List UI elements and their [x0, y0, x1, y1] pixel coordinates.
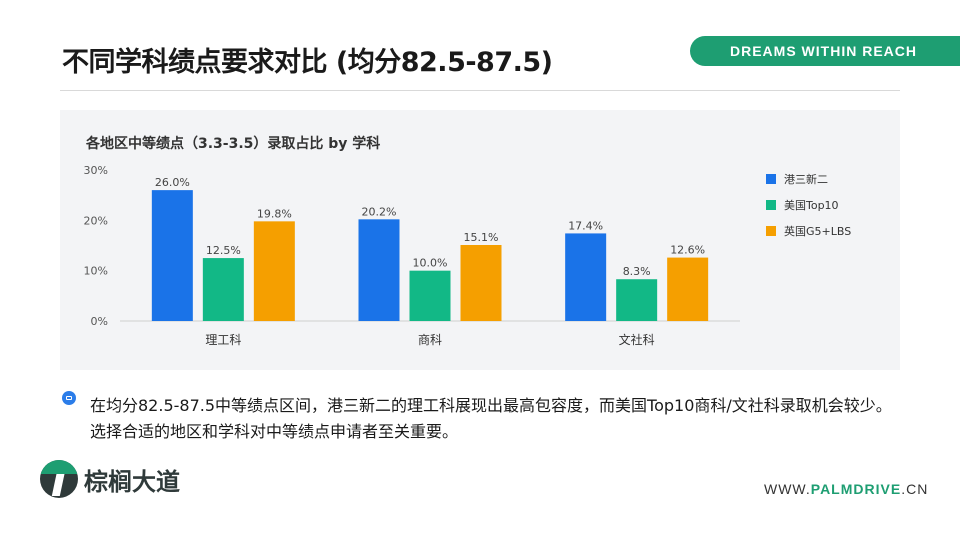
data-label: 17.4%	[568, 219, 603, 232]
website-brand: PALMDRIVE	[810, 481, 902, 497]
bar	[616, 279, 658, 321]
chart-title: 各地区中等绩点（3.3-3.5）录取占比 by 学科	[85, 135, 380, 152]
data-label: 20.2%	[362, 205, 397, 218]
palm-road-logo-icon	[40, 460, 78, 498]
legend-swatch	[766, 200, 776, 210]
data-label: 8.3%	[623, 265, 651, 278]
legend-swatch	[766, 174, 776, 184]
y-tick-label: 10%	[84, 265, 108, 278]
legend-label: 港三新二	[784, 172, 828, 186]
data-label: 10.0%	[413, 257, 448, 270]
data-label: 12.6%	[670, 244, 705, 257]
website-url[interactable]: WWW.PALMDRIVE.CN	[764, 481, 928, 497]
bar	[151, 190, 193, 321]
page-title: 不同学科绩点要求对比 (均分82.5-87.5)	[62, 47, 553, 78]
bar	[358, 219, 400, 321]
data-label: 26.0%	[155, 176, 190, 189]
legend-swatch	[766, 226, 776, 236]
x-tick-label: 商科	[418, 332, 442, 347]
bar	[202, 258, 244, 321]
chart-panel: 各地区中等绩点（3.3-3.5）录取占比 by 学科 0% 10% 20% 30% 26.…	[60, 110, 900, 370]
summary-note: 在均分82.5-87.5中等绩点区间，港三新二的理工科展现出最高包容度，而美国T…	[90, 396, 892, 441]
bar	[460, 244, 502, 321]
title-divider	[60, 90, 900, 91]
data-label: 19.8%	[257, 207, 292, 220]
bar	[253, 221, 295, 321]
brand-tag: DREAMS WITHIN REACH	[690, 36, 960, 66]
bar	[667, 257, 709, 321]
website-suffix: .CN	[901, 481, 929, 497]
logo: 棕榈大道	[40, 460, 180, 498]
data-label: 15.1%	[464, 231, 499, 244]
y-tick-label: 20%	[84, 214, 108, 227]
data-label: 12.5%	[206, 244, 241, 257]
info-icon	[62, 391, 76, 405]
legend-label: 美国Top10	[784, 199, 839, 212]
bar	[565, 233, 607, 321]
logo-text: 棕榈大道	[84, 467, 180, 496]
website-prefix: WWW.	[764, 481, 811, 497]
legend-label: 英国G5+LBS	[784, 224, 851, 238]
y-tick-label: 30%	[84, 164, 108, 177]
x-tick-label: 理工科	[205, 333, 241, 347]
y-tick-label: 0%	[91, 315, 108, 328]
bar	[409, 270, 451, 321]
bar-chart: 各地区中等绩点（3.3-3.5）录取占比 by 学科 0% 10% 20% 30% 26.…	[84, 135, 852, 347]
x-tick-label: 文社科	[619, 332, 655, 347]
